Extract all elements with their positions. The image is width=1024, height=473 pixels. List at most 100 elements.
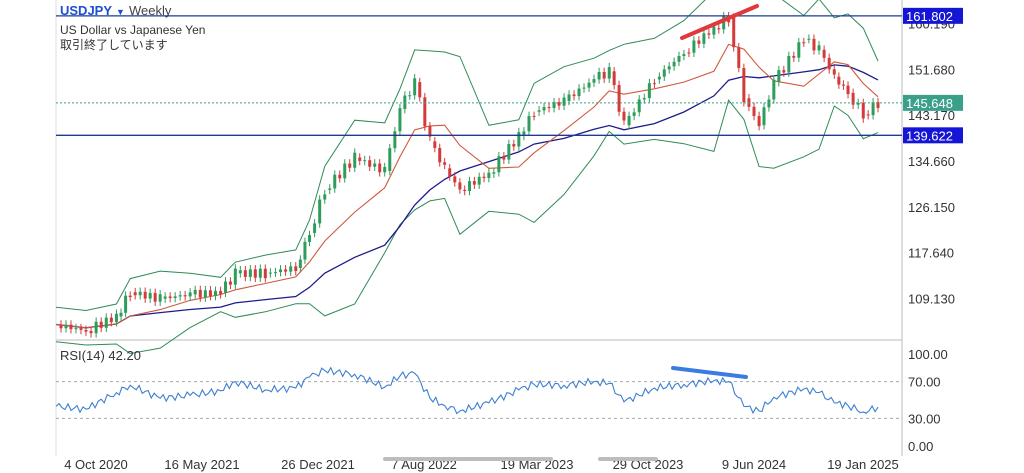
candle-body: [537, 110, 541, 112]
time-axis-label: 16 May 2021: [164, 457, 239, 472]
candle-body: [597, 71, 601, 80]
candle-body: [263, 268, 267, 279]
candle-body: [692, 40, 696, 53]
candle-body: [752, 106, 756, 116]
candle-body: [617, 85, 621, 112]
candle-body: [363, 160, 367, 162]
candle-body: [722, 16, 726, 30]
candle-body: [552, 102, 556, 109]
candle-body: [797, 42, 801, 58]
candle-body: [289, 266, 293, 272]
candle-body: [767, 99, 771, 108]
time-axis-label: 26 Dec 2021: [281, 457, 355, 472]
level-price-label: 161.802: [906, 9, 953, 24]
candle-body: [637, 99, 641, 113]
candle-body: [652, 83, 656, 85]
current-price-label: 145.648: [906, 96, 953, 111]
level-price-label: 139.622: [906, 128, 953, 143]
candle-body: [438, 147, 442, 163]
rsi-tick-label: 30.00: [908, 411, 941, 426]
candle-body: [782, 70, 786, 73]
candle-body: [84, 329, 88, 332]
candle-body: [448, 168, 452, 177]
candle-body: [348, 163, 352, 168]
candle-body: [158, 294, 162, 302]
candle-body: [258, 268, 262, 278]
candle-body: [178, 295, 182, 297]
candle-body: [672, 61, 676, 67]
candle-body: [238, 270, 242, 274]
candle-body: [687, 52, 691, 54]
candle-body: [792, 55, 796, 58]
candle-body: [308, 235, 312, 242]
candle-body: [587, 82, 591, 88]
candle-body: [188, 292, 192, 297]
candle-body: [502, 156, 506, 160]
candle-body: [253, 269, 257, 278]
candle-body: [607, 67, 611, 79]
candle-body: [443, 162, 447, 165]
candle-body: [463, 189, 467, 191]
candle-body: [458, 182, 462, 190]
candle-body: [582, 87, 586, 89]
candle-body: [428, 126, 432, 137]
candle-body: [832, 69, 836, 75]
candle-body: [876, 102, 880, 108]
symbol-label[interactable]: USDJPY: [60, 3, 113, 18]
candle-body: [343, 163, 347, 179]
candle-body: [772, 79, 776, 100]
candle-body: [243, 270, 247, 277]
bollinger-lower-line: [55, 99, 879, 355]
candle-body: [667, 66, 671, 70]
candle-body: [697, 40, 701, 44]
candle-body: [193, 289, 197, 295]
candle-body: [507, 144, 511, 160]
rsi-trend-annotation: [671, 366, 748, 379]
candle-body: [228, 281, 232, 285]
price-tick-label: 143.170: [908, 108, 955, 123]
candle-body: [742, 67, 746, 103]
candle-body: [358, 157, 362, 161]
candle-body: [532, 115, 536, 117]
candle-body: [717, 28, 721, 30]
candle-body: [413, 78, 417, 96]
candle-body: [547, 107, 551, 109]
candle-body: [642, 98, 646, 100]
candle-body: [168, 296, 172, 299]
candle-body: [219, 290, 223, 295]
rsi-tick-label: 100.00: [908, 347, 948, 362]
dropdown-caret-icon[interactable]: ▼: [116, 7, 125, 17]
fast-moving-average-line: [55, 43, 879, 329]
level-price-box: [903, 127, 963, 144]
candle-body: [492, 172, 496, 174]
candle-body: [647, 83, 651, 99]
candle-body: [368, 160, 372, 167]
candle-body: [702, 33, 706, 44]
candle-body: [777, 70, 781, 83]
candle-body: [433, 141, 437, 148]
candle-body: [512, 144, 516, 147]
candle-body: [214, 290, 218, 296]
candle-body: [273, 272, 277, 274]
timeframe-label[interactable]: Weekly: [128, 3, 172, 18]
candle-body: [632, 112, 636, 116]
candle-body: [418, 82, 422, 98]
candle-body: [517, 132, 521, 147]
candle-body: [627, 115, 631, 126]
candle-body: [378, 163, 382, 173]
candle-body: [861, 102, 865, 119]
price-tick-label: 117.640: [908, 246, 954, 261]
candle-body: [119, 312, 123, 317]
price-tick-label: 151.680: [908, 62, 955, 77]
candle-body: [682, 54, 686, 56]
candle-body: [89, 330, 93, 334]
candle-body: [183, 295, 187, 297]
candle-body: [787, 55, 791, 73]
bollinger-upper-line: [55, 0, 879, 312]
candle-body: [612, 71, 616, 86]
candle-body: [732, 17, 736, 48]
candle-body: [109, 317, 113, 323]
candle-body: [762, 107, 766, 126]
candle-body: [173, 296, 177, 299]
